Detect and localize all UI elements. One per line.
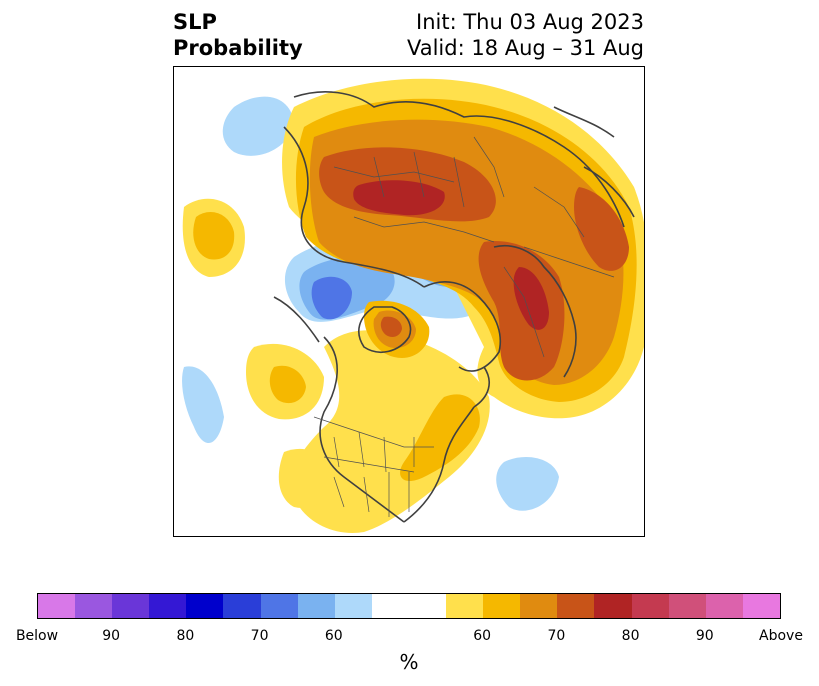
map-subtitle: Init: Thu 03 Aug 2023 Valid: 18 Aug – 31… [407,9,644,61]
colorbar-above-segment [631,594,669,618]
colorbar-unit: % [399,650,419,674]
colorbar-tick-label: 90 [102,628,121,644]
colorbar-below-segment [75,594,113,618]
colorbar-below-segment [260,594,298,618]
above-80-region-europe [513,267,549,330]
init-date: Init: Thu 03 Aug 2023 [416,10,644,34]
below-80-region-canada [311,276,352,320]
colorbar-below-segment [223,594,261,618]
title-product: Probability [173,36,303,60]
colorbar-tick-label: 60 [473,628,492,644]
colorbar-tick-label: 60 [324,628,343,644]
above-65-region-atlantic [193,212,235,260]
colorbar-above-segment [520,594,558,618]
colorbar-above-segment [705,594,743,618]
below-60-region-north-atlantic [222,96,294,156]
above-60-region-north-america [291,330,490,533]
below-60-region-east-atlantic [496,457,559,511]
above-75-region-arctic [380,316,402,337]
colorbar [37,593,781,619]
colorbar-tick-label: 80 [176,628,195,644]
colorbar-above-segment [742,594,780,618]
valid-period: Valid: 18 Aug – 31 Aug [406,36,644,60]
colorbar-below-segment [112,594,150,618]
colorbar-above-segment [668,594,706,618]
above-60-region-southwest [278,448,334,508]
above-65-region-pacific [269,365,306,404]
probability-map [173,66,645,537]
colorbar-above-segment [594,594,632,618]
colorbar-tick-label: 70 [547,628,566,644]
colorbar-above-segment [557,594,595,618]
colorbar-below-segment [334,594,372,618]
colorbar-above-segment [483,594,521,618]
title-variable: SLP [173,10,217,34]
political-borders [313,136,615,517]
above-75-region-east [574,187,629,271]
colorbar-tick-label: 70 [250,628,269,644]
colorbar-below-segment [297,594,335,618]
map-title: SLP Probability [173,9,303,61]
colorbar-below-segment [149,594,187,618]
colorbar-tick-label: Above [759,628,803,644]
colorbar-above-segment [446,594,484,618]
colorbar-tick-label: Below [15,628,59,644]
colorbar-below-segment [38,594,76,618]
colorbar-tick-label: 80 [621,628,640,644]
above-65-region-east-coast [400,394,480,482]
colorbar-neutral-segment [371,594,447,618]
coastlines [273,91,635,523]
below-60-region-pacific [182,366,224,444]
colorbar-below-segment [186,594,224,618]
colorbar-tick-label: 90 [695,628,714,644]
